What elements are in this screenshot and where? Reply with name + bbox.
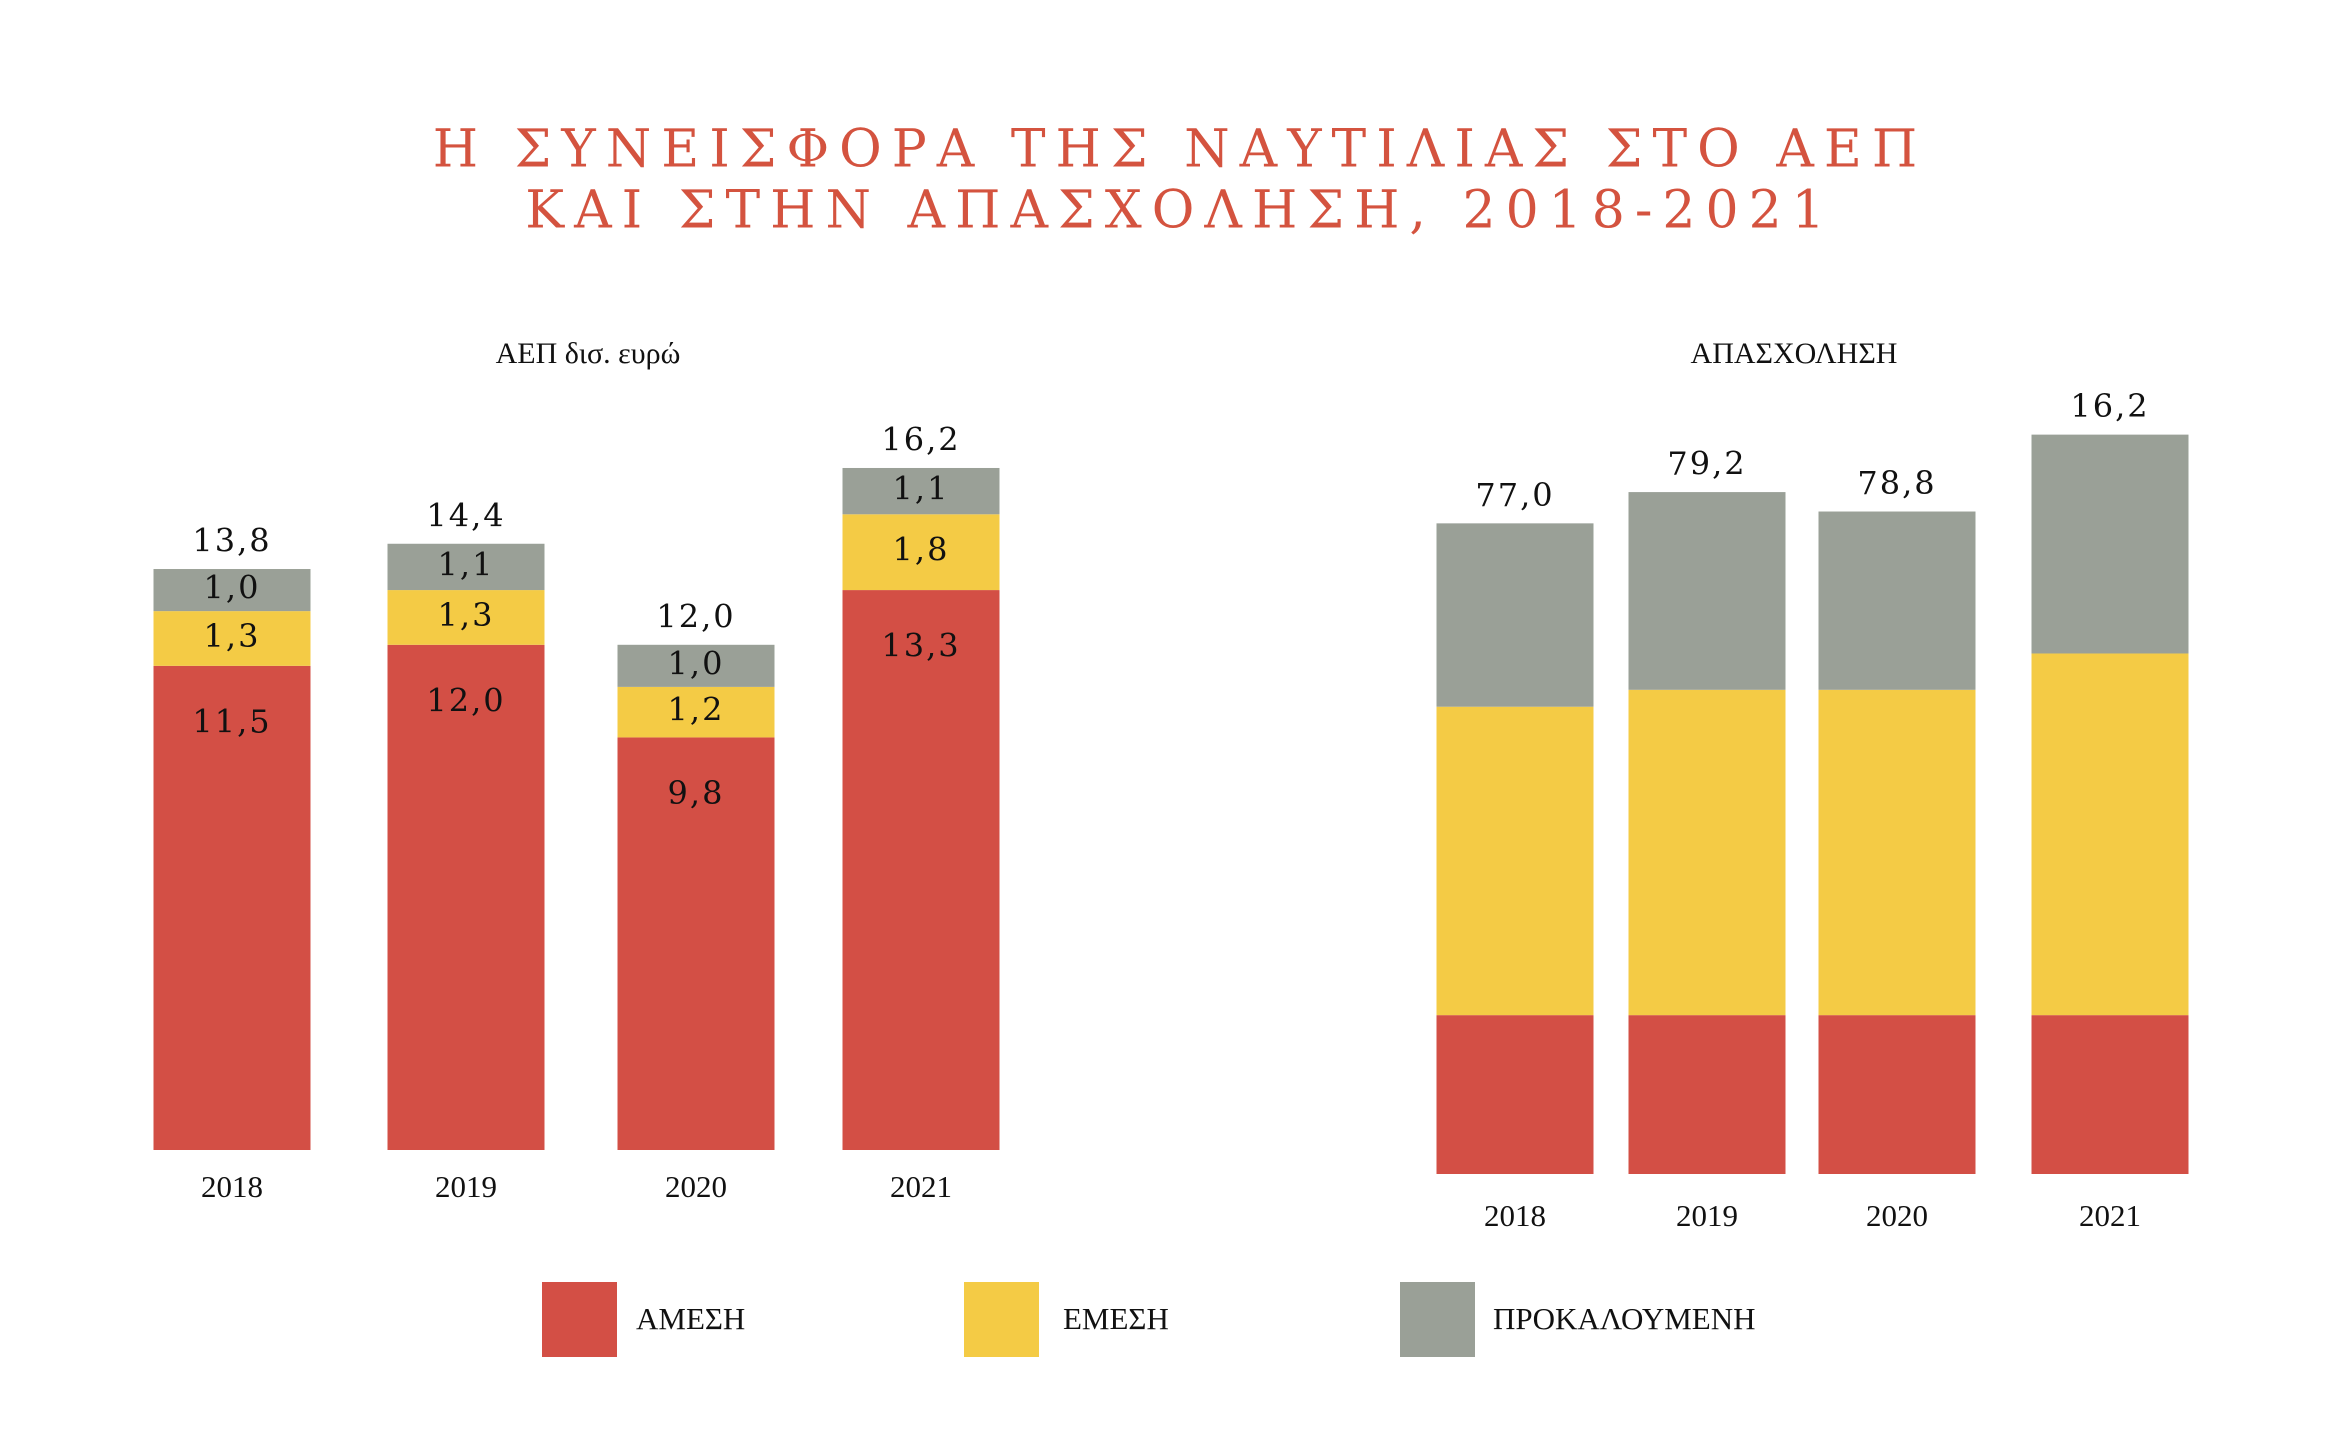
- bar-segment: [153, 611, 311, 666]
- legend-swatch: [964, 1282, 1039, 1357]
- bar-segment: [2031, 434, 2189, 654]
- bar-segment: [153, 665, 311, 1150]
- title-line: Η ΣΥΝΕΙΣΦΟΡΑ ΤΗΣ ΝΑΥΤΙΛΙΑΣ ΣΤΟ ΑΕΠ: [433, 120, 1927, 180]
- x-tick-label: 2019: [435, 1169, 497, 1204]
- value-label: 9,8: [668, 774, 725, 812]
- bar-segment: [617, 737, 775, 1150]
- value-label: 1,2: [668, 691, 725, 729]
- chart-subtitle: ΑΠΑΣΧΟΛΗΣΗ: [1691, 337, 1898, 370]
- value-label: 11,5: [192, 702, 271, 740]
- value-label: 1,3: [204, 617, 261, 655]
- bar-segment: [617, 644, 775, 687]
- value-label: 1,1: [893, 470, 950, 508]
- bar-segment: [842, 467, 1000, 515]
- bar-segment: [1436, 523, 1594, 707]
- bar-segment: [1818, 511, 1976, 690]
- bar-segment: [1628, 689, 1786, 1016]
- value-label: 1,0: [204, 569, 261, 607]
- legend-swatch: [1400, 1282, 1475, 1357]
- x-tick-label: 2020: [1866, 1198, 1928, 1233]
- bar-segment: [1628, 1015, 1786, 1174]
- total-label: 79,2: [1667, 445, 1746, 483]
- value-label: 1,0: [668, 644, 725, 682]
- bar-segment: [387, 644, 545, 1150]
- bar-segment: [842, 514, 1000, 591]
- total-label: 77,0: [1475, 476, 1554, 514]
- total-label: 16,2: [2070, 387, 2149, 425]
- legend-label: ΕΜΕΣΗ: [1063, 1301, 1169, 1336]
- bar-segment: [1436, 706, 1594, 1016]
- total-label: 13,8: [192, 522, 271, 560]
- bar-segment: [1628, 492, 1786, 690]
- x-tick-label: 2020: [665, 1169, 727, 1204]
- total-label: 14,4: [426, 496, 505, 534]
- legend-label: ΑΜΕΣΗ: [636, 1301, 745, 1336]
- chart-subtitle: ΑΕΠ δισ. ευρώ: [496, 337, 681, 370]
- x-tick-label: 2018: [201, 1169, 263, 1204]
- value-label: 13,3: [881, 627, 960, 665]
- value-label: 1,3: [438, 596, 495, 634]
- bar-segment: [842, 590, 1000, 1150]
- total-label: 16,2: [881, 420, 960, 458]
- bar-segment: [617, 686, 775, 738]
- value-label: 1,8: [893, 531, 950, 569]
- bar-segment: [1818, 1015, 1976, 1174]
- x-tick-label: 2019: [1676, 1198, 1738, 1233]
- bar-segment: [387, 590, 545, 645]
- total-label: 78,8: [1857, 464, 1936, 502]
- value-label: 12,0: [426, 681, 505, 719]
- bar-segment: [2031, 1015, 2189, 1174]
- x-tick-label: 2021: [2079, 1198, 2141, 1233]
- title-line: ΚΑΙ ΣΤΗΝ ΑΠΑΣΧΟΛΗΣΗ, 2018-2021: [525, 181, 1834, 241]
- legend-label: ΠΡΟΚΑΛΟΥΜΕΝΗ: [1493, 1301, 1756, 1336]
- legend-swatch: [542, 1282, 617, 1357]
- bar-segment: [153, 569, 311, 612]
- bar-segment: [387, 543, 545, 591]
- value-label: 1,1: [438, 545, 495, 583]
- bar-segment: [1818, 689, 1976, 1016]
- total-label: 12,0: [656, 597, 735, 635]
- bar-segment: [2031, 653, 2189, 1016]
- x-tick-label: 2021: [890, 1169, 952, 1204]
- x-tick-label: 2018: [1484, 1198, 1546, 1233]
- bar-segment: [1436, 1015, 1594, 1174]
